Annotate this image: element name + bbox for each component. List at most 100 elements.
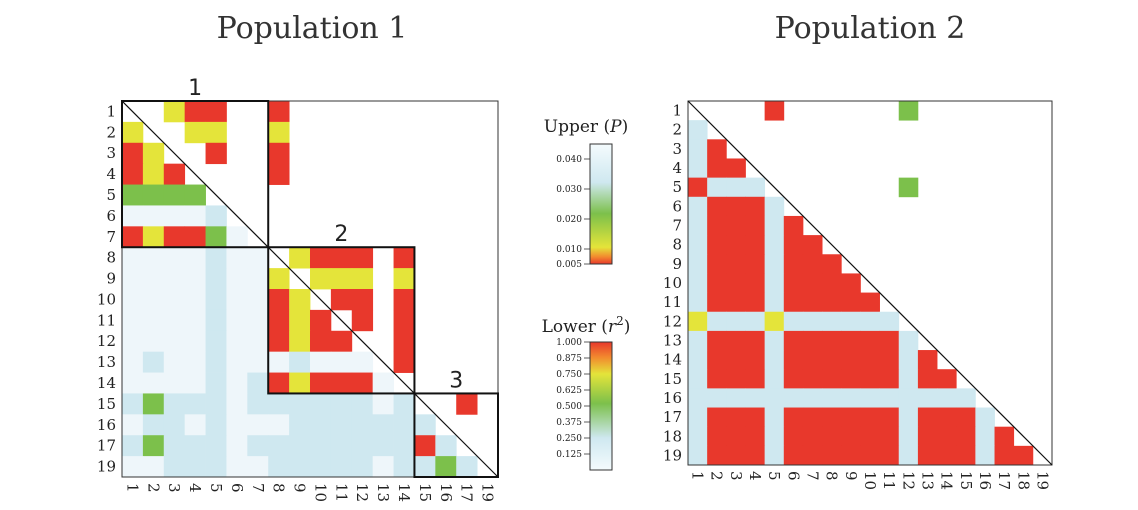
heatmap-cell xyxy=(802,350,823,370)
heatmap-cell xyxy=(184,414,206,436)
heatmap-cell xyxy=(745,369,766,389)
heatmap-cell xyxy=(226,289,248,311)
heatmap-cell xyxy=(351,268,374,290)
heatmap-cell xyxy=(163,372,186,394)
heatmap-cell xyxy=(688,139,708,159)
heatmap-cell xyxy=(956,388,976,408)
heatmap-cell xyxy=(142,268,165,290)
heatmap-cell xyxy=(310,456,332,478)
heatmap-cell xyxy=(226,393,248,415)
heatmap-cell xyxy=(726,235,746,255)
x-tick-label: 3 xyxy=(165,483,183,493)
heatmap-cell xyxy=(822,254,842,274)
heatmap-cell xyxy=(917,445,938,466)
heatmap-cell xyxy=(393,435,415,457)
heatmap-cell xyxy=(163,330,186,353)
y-tick-label: 17 xyxy=(97,437,116,455)
heatmap-cell xyxy=(226,226,248,248)
heatmap-cell xyxy=(860,388,880,408)
heatmap-cell xyxy=(1013,445,1034,466)
heatmap-cell xyxy=(122,372,144,394)
heatmap-cell xyxy=(975,407,995,428)
heatmap-cell xyxy=(707,235,727,255)
x-tick-label: 3 xyxy=(727,471,745,481)
heatmap-cell xyxy=(393,456,415,478)
heatmap-cell xyxy=(937,388,957,408)
heatmap-cell xyxy=(745,330,766,351)
x-tick-label: 9 xyxy=(291,483,309,493)
heatmap-cell xyxy=(122,247,144,269)
x-tick-label: 16 xyxy=(437,483,455,502)
legend-tick-label: 0.040 xyxy=(556,155,582,165)
heatmap-cell xyxy=(745,445,766,466)
heatmap-cell xyxy=(688,292,708,313)
y-tick-label: 9 xyxy=(672,255,682,273)
heatmap-cell xyxy=(247,330,269,353)
heatmap-cell xyxy=(247,247,269,269)
heatmap-cell xyxy=(707,273,727,293)
heatmap-cell xyxy=(745,273,766,293)
heatmap-cell xyxy=(393,330,415,353)
y-tick-label: 14 xyxy=(663,351,682,369)
y-tick-label: 16 xyxy=(97,416,116,434)
heatmap-cell xyxy=(351,435,374,457)
heatmap-cell xyxy=(247,289,269,311)
heatmap-cell xyxy=(688,407,708,428)
heatmap-cell xyxy=(205,289,227,311)
legend-tick-label: 0.020 xyxy=(556,215,582,225)
heatmap-cell xyxy=(435,435,457,457)
heatmap-cell xyxy=(802,273,823,293)
heatmap-cell xyxy=(268,142,290,165)
x-tick-label: 10 xyxy=(861,471,879,490)
heatmap-cell xyxy=(956,426,976,447)
heatmap-cell xyxy=(688,350,708,370)
heatmap-cell xyxy=(330,435,353,457)
y-tick-label: 5 xyxy=(672,178,682,196)
heatmap-cell xyxy=(898,445,919,466)
heatmap-cell xyxy=(226,247,248,269)
heatmap-cell xyxy=(414,456,436,478)
heatmap-cell xyxy=(764,426,785,447)
heatmap-cell xyxy=(142,393,165,415)
heatmap-cell xyxy=(122,351,144,373)
heatmap-cell xyxy=(163,351,186,373)
heatmap-cell xyxy=(184,309,206,332)
heatmap-cell xyxy=(745,254,766,274)
heatmap-cell xyxy=(330,330,353,353)
y-tick-label: 6 xyxy=(106,207,116,225)
heatmap-cell xyxy=(937,426,957,447)
y-tick-label: 15 xyxy=(97,395,116,413)
heatmap-cell xyxy=(247,351,269,373)
heatmap-cell xyxy=(802,369,823,389)
heatmap-cell xyxy=(351,414,374,436)
heatmap-cell xyxy=(764,292,785,313)
heatmap-cell xyxy=(917,350,938,370)
heatmap-cell xyxy=(745,292,766,313)
heatmap-cell xyxy=(289,414,311,436)
y-tick-label: 18 xyxy=(663,427,682,445)
heatmap-cell xyxy=(860,407,880,428)
heatmap-cell xyxy=(268,330,290,353)
heatmap-cell xyxy=(226,268,248,290)
heatmap-cell xyxy=(310,351,332,373)
heatmap-cell xyxy=(247,309,269,332)
heatmap-cell xyxy=(205,414,227,436)
heatmap-cell xyxy=(184,268,206,290)
heatmap-cell xyxy=(268,101,290,123)
heatmap-cell xyxy=(163,101,186,123)
heatmap-cell xyxy=(142,226,165,248)
heatmap-cell xyxy=(707,158,727,179)
heatmap-cell xyxy=(783,350,804,370)
heatmap-cell xyxy=(726,369,746,389)
heatmap-cell xyxy=(783,407,804,428)
heatmap-cell xyxy=(184,205,206,227)
heatmap-cell xyxy=(726,311,746,332)
heatmap-cell xyxy=(163,435,186,457)
heatmap-cell xyxy=(330,372,353,394)
y-tick-label: 1 xyxy=(106,102,116,120)
y-tick-label: 19 xyxy=(663,446,682,464)
heatmap-cell xyxy=(247,456,269,478)
heatmap-cell xyxy=(783,311,804,332)
heatmap-cell xyxy=(226,414,248,436)
x-tick-label: 11 xyxy=(880,471,898,490)
